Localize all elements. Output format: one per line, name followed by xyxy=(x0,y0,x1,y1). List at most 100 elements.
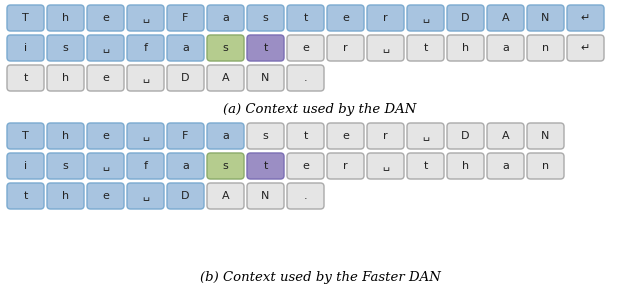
FancyBboxPatch shape xyxy=(87,35,124,61)
FancyBboxPatch shape xyxy=(327,153,364,179)
Text: s: s xyxy=(223,43,228,53)
FancyBboxPatch shape xyxy=(367,5,404,31)
FancyBboxPatch shape xyxy=(207,35,244,61)
FancyBboxPatch shape xyxy=(487,123,524,149)
FancyBboxPatch shape xyxy=(287,5,324,31)
Text: a: a xyxy=(182,161,189,171)
Text: t: t xyxy=(423,161,428,171)
FancyBboxPatch shape xyxy=(527,5,564,31)
Text: a: a xyxy=(502,161,509,171)
FancyBboxPatch shape xyxy=(87,153,124,179)
Text: h: h xyxy=(62,73,69,83)
FancyBboxPatch shape xyxy=(247,35,284,61)
FancyBboxPatch shape xyxy=(487,5,524,31)
Text: ␣: ␣ xyxy=(102,161,109,171)
Text: e: e xyxy=(302,161,309,171)
FancyBboxPatch shape xyxy=(127,123,164,149)
Text: T: T xyxy=(22,13,29,23)
Text: i: i xyxy=(24,43,27,53)
Text: ␣: ␣ xyxy=(382,43,389,53)
Text: F: F xyxy=(182,13,189,23)
FancyBboxPatch shape xyxy=(87,65,124,91)
Text: e: e xyxy=(342,13,349,23)
Text: (b) Context used by the Faster DAN: (b) Context used by the Faster DAN xyxy=(200,270,440,284)
FancyBboxPatch shape xyxy=(207,65,244,91)
Text: e: e xyxy=(302,43,309,53)
FancyBboxPatch shape xyxy=(407,5,444,31)
Text: t: t xyxy=(23,73,28,83)
Text: h: h xyxy=(62,131,69,141)
FancyBboxPatch shape xyxy=(167,65,204,91)
Text: D: D xyxy=(461,131,470,141)
FancyBboxPatch shape xyxy=(287,153,324,179)
Text: r: r xyxy=(343,161,348,171)
FancyBboxPatch shape xyxy=(367,123,404,149)
Text: A: A xyxy=(502,131,509,141)
FancyBboxPatch shape xyxy=(7,183,44,209)
FancyBboxPatch shape xyxy=(407,153,444,179)
FancyBboxPatch shape xyxy=(447,153,484,179)
FancyBboxPatch shape xyxy=(207,123,244,149)
Text: T: T xyxy=(22,131,29,141)
Text: ␣: ␣ xyxy=(102,43,109,53)
FancyBboxPatch shape xyxy=(47,35,84,61)
FancyBboxPatch shape xyxy=(7,65,44,91)
FancyBboxPatch shape xyxy=(7,5,44,31)
Text: n: n xyxy=(542,43,549,53)
Text: f: f xyxy=(143,161,147,171)
FancyBboxPatch shape xyxy=(167,5,204,31)
FancyBboxPatch shape xyxy=(247,65,284,91)
FancyBboxPatch shape xyxy=(287,35,324,61)
Text: .: . xyxy=(304,73,307,83)
FancyBboxPatch shape xyxy=(287,183,324,209)
Text: ↵: ↵ xyxy=(581,13,590,23)
Text: t: t xyxy=(303,13,308,23)
Text: e: e xyxy=(102,191,109,201)
FancyBboxPatch shape xyxy=(167,35,204,61)
Text: N: N xyxy=(261,191,269,201)
Text: r: r xyxy=(383,13,388,23)
FancyBboxPatch shape xyxy=(487,35,524,61)
FancyBboxPatch shape xyxy=(407,35,444,61)
FancyBboxPatch shape xyxy=(207,183,244,209)
FancyBboxPatch shape xyxy=(247,183,284,209)
Text: h: h xyxy=(462,161,469,171)
FancyBboxPatch shape xyxy=(87,5,124,31)
FancyBboxPatch shape xyxy=(7,123,44,149)
FancyBboxPatch shape xyxy=(447,35,484,61)
Text: s: s xyxy=(223,161,228,171)
Text: ↵: ↵ xyxy=(581,43,590,53)
Text: a: a xyxy=(222,13,229,23)
Text: D: D xyxy=(181,73,189,83)
FancyBboxPatch shape xyxy=(127,35,164,61)
FancyBboxPatch shape xyxy=(327,123,364,149)
FancyBboxPatch shape xyxy=(367,153,404,179)
Text: r: r xyxy=(383,131,388,141)
Text: N: N xyxy=(541,13,550,23)
Text: e: e xyxy=(102,13,109,23)
FancyBboxPatch shape xyxy=(527,123,564,149)
Text: t: t xyxy=(263,161,268,171)
Text: i: i xyxy=(24,161,27,171)
Text: ␣: ␣ xyxy=(422,131,429,141)
FancyBboxPatch shape xyxy=(487,153,524,179)
Text: h: h xyxy=(62,13,69,23)
Text: s: s xyxy=(262,13,268,23)
FancyBboxPatch shape xyxy=(127,183,164,209)
Text: t: t xyxy=(263,43,268,53)
Text: a: a xyxy=(502,43,509,53)
Text: N: N xyxy=(261,73,269,83)
FancyBboxPatch shape xyxy=(167,183,204,209)
Text: A: A xyxy=(502,13,509,23)
FancyBboxPatch shape xyxy=(207,153,244,179)
FancyBboxPatch shape xyxy=(327,35,364,61)
Text: h: h xyxy=(62,191,69,201)
FancyBboxPatch shape xyxy=(167,153,204,179)
FancyBboxPatch shape xyxy=(247,5,284,31)
FancyBboxPatch shape xyxy=(367,35,404,61)
FancyBboxPatch shape xyxy=(127,5,164,31)
FancyBboxPatch shape xyxy=(327,5,364,31)
FancyBboxPatch shape xyxy=(87,183,124,209)
FancyBboxPatch shape xyxy=(527,35,564,61)
Text: t: t xyxy=(423,43,428,53)
